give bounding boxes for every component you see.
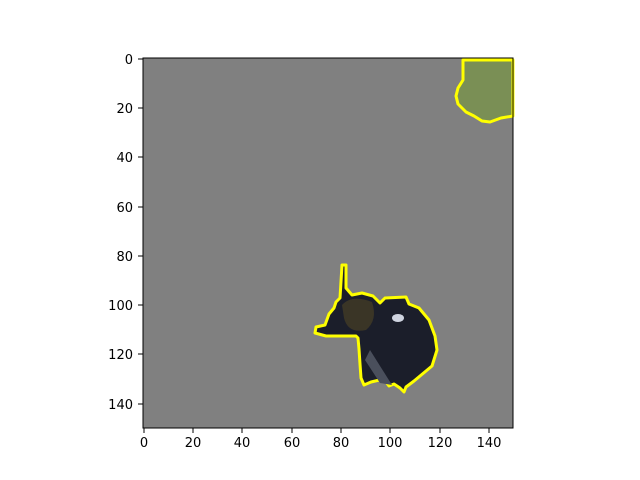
y-tick-label: 20: [116, 102, 133, 117]
y-tick-label: 0: [125, 53, 133, 68]
plot-background: [143, 58, 513, 428]
insect-leg-detail: [365, 350, 392, 385]
x-tick-label: 0: [140, 436, 148, 451]
y-tick-label: 40: [116, 151, 133, 166]
x-tick-label: 20: [185, 436, 202, 451]
x-tick-label: 40: [234, 436, 251, 451]
x-axis: 0 20 40 60 80 100 120 140: [140, 428, 502, 451]
y-tick-label: 60: [116, 201, 133, 216]
y-tick-label: 140: [108, 398, 133, 413]
x-tick-label: 120: [428, 436, 453, 451]
insect-outline: [313, 263, 439, 394]
y-tick-label: 100: [108, 299, 133, 314]
x-tick-label: 80: [333, 436, 350, 451]
insect-head-detail: [342, 298, 374, 331]
y-tick-label: 120: [108, 348, 133, 363]
y-axis: 0 20 40 60 80 100 120 140: [108, 53, 143, 413]
insect-region: [313, 263, 439, 394]
axes-frame: [142, 57, 514, 429]
x-tick-label: 100: [378, 436, 403, 451]
x-tick-label: 140: [477, 436, 502, 451]
y-tick-label: 80: [116, 250, 133, 265]
insect-shell-highlight: [392, 314, 404, 322]
x-tick-label: 60: [284, 436, 301, 451]
